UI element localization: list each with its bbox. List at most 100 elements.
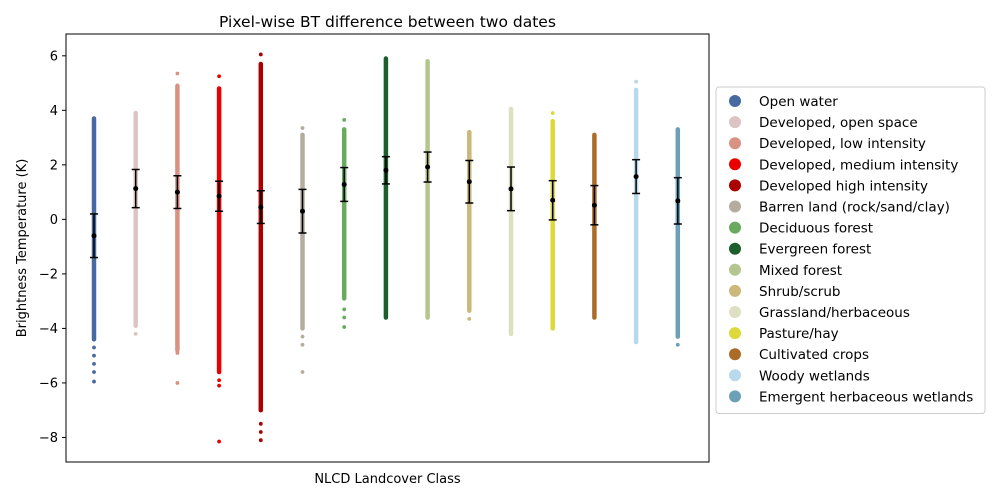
legend-box (715, 86, 986, 414)
data-point (592, 132, 597, 137)
data-point (258, 430, 263, 434)
plot-frame (65, 33, 710, 463)
legend-marker (729, 284, 741, 297)
legend-label: Emergent herbaceous wetlands (759, 389, 973, 405)
series-developed-low-intensity (173, 71, 182, 385)
error-bar (673, 176, 682, 225)
data-point (92, 337, 96, 342)
data-point (300, 132, 305, 137)
legend-item: Woody wetlands (729, 368, 870, 384)
legend-item: Barren land (rock/sand/clay) (729, 200, 950, 216)
chart-title: Pixel-wise BT difference between two dat… (219, 13, 556, 31)
series-shrub-scrub (465, 129, 474, 321)
data-point (550, 326, 555, 331)
error-bar (131, 168, 140, 209)
data-point (342, 127, 347, 132)
x-axis-label: NLCD Landcover Class (314, 472, 461, 487)
legend-marker (729, 306, 741, 318)
legend-item: Deciduous forest (729, 221, 873, 237)
data-point (258, 438, 263, 443)
data-point (550, 111, 555, 115)
legend-label: Developed, low intensity (759, 136, 926, 152)
error-bar (423, 151, 432, 183)
legend-label: Developed, medium intensity (759, 157, 958, 173)
legend-marker (729, 221, 741, 234)
data-point (509, 107, 513, 111)
data-point (467, 308, 472, 313)
data-point (133, 331, 138, 336)
legend-marker (729, 327, 741, 340)
data-point (550, 119, 555, 124)
legend-marker (729, 200, 741, 213)
data-point (258, 52, 263, 57)
legend-label: Cultivated crops (759, 347, 869, 363)
data-point (92, 379, 96, 384)
legend-item: Pasture/hay (729, 326, 839, 342)
data-point (384, 315, 388, 320)
legend-marker (729, 137, 741, 150)
data-point (342, 296, 347, 301)
data-point (425, 59, 430, 64)
mean-marker (425, 164, 431, 170)
series-mixed-forest (423, 59, 432, 320)
legend-item: Evergreen forest (729, 242, 871, 258)
legend-marker (729, 390, 741, 403)
error-bar (256, 190, 265, 225)
data-point (634, 79, 638, 84)
data-point (467, 316, 472, 321)
mean-marker (591, 202, 597, 208)
data-point (300, 342, 305, 347)
legend-item: Cultivated crops (729, 347, 869, 363)
y-tick-label: −6 (39, 376, 58, 391)
data-point (217, 439, 222, 444)
data-point (342, 325, 347, 329)
data-point (92, 361, 96, 366)
legend-item: Open water (729, 94, 838, 110)
error-bar (590, 184, 599, 226)
y-tick-label: −2 (39, 267, 58, 282)
data-point (300, 126, 305, 130)
data-point (675, 127, 680, 132)
series-developed-high-intensity (256, 52, 265, 443)
legend-label: Deciduous forest (759, 221, 873, 237)
series-cultivated-crops (590, 132, 599, 320)
data-point (92, 353, 96, 358)
mean-marker (341, 181, 347, 187)
legend-item: Developed high intensity (729, 178, 928, 194)
error-bar (298, 188, 307, 234)
legend-marker (729, 242, 741, 255)
error-bar (90, 213, 98, 259)
y-tick-label: 4 (50, 104, 58, 119)
series-open-water (90, 116, 98, 384)
data-point (175, 381, 180, 385)
legend-item: Grassland/herbaceous (729, 305, 910, 321)
series-evergreen-forest (381, 56, 390, 320)
mean-marker (633, 174, 639, 180)
error-bar (548, 179, 557, 221)
data-point (175, 71, 180, 76)
legend-label: Mixed forest (759, 263, 842, 279)
data-point (92, 345, 96, 350)
legend-item: Shrub/scrub (729, 284, 840, 300)
data-point (92, 370, 96, 374)
legend-label: Woody wetlands (759, 368, 870, 384)
y-tick-label: 6 (50, 49, 58, 64)
error-bar (507, 166, 515, 212)
data-point (467, 130, 472, 135)
series-pasture-hay (548, 111, 557, 331)
series-barren-land-rock-sand-clay (298, 126, 307, 374)
series-developed-open-space (131, 110, 140, 336)
data-point (675, 334, 680, 339)
mean-marker (174, 189, 180, 195)
y-axis: −8 −6 −4 −2 0 2 4 6 (39, 49, 66, 446)
data-point (634, 87, 638, 92)
mean-marker (216, 193, 222, 199)
mean-marker (300, 208, 305, 214)
legend-item: Developed, low intensity (729, 136, 926, 152)
mean-marker (91, 233, 97, 239)
error-bar (632, 158, 641, 195)
error-bar (340, 166, 349, 203)
data-point (258, 62, 263, 66)
data-point (675, 342, 680, 347)
data-point (217, 370, 222, 374)
